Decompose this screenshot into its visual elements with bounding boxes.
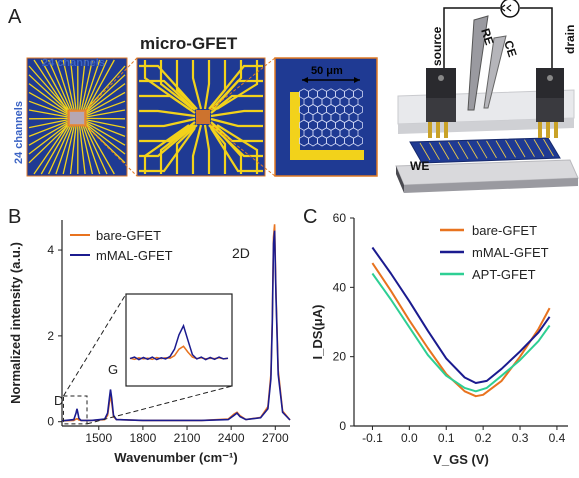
peak-label-d: D xyxy=(54,393,63,408)
zoom-line xyxy=(86,385,233,425)
peak-label-g: G xyxy=(108,362,118,377)
series-line xyxy=(371,246,551,384)
x-tick-label: 0.4 xyxy=(549,431,566,445)
x-tick-label: 0.1 xyxy=(438,431,455,445)
y-tick-label: 0 xyxy=(47,415,54,429)
we-label: WE xyxy=(410,159,429,173)
x-tick-label: 2400 xyxy=(218,431,245,445)
x-tick-label: 1500 xyxy=(85,431,112,445)
panel-c-letter: C xyxy=(303,206,318,228)
zoom-line xyxy=(63,293,127,397)
x-tick-label: -0.1 xyxy=(362,431,383,445)
device-schematic xyxy=(395,0,579,193)
x-tick-label: 1800 xyxy=(130,431,157,445)
zoom-line xyxy=(209,57,276,111)
y-tick-label: 4 xyxy=(47,243,54,257)
chip-full-view xyxy=(26,57,128,177)
inset-frame xyxy=(125,293,233,387)
chip-zoom-view xyxy=(136,57,266,177)
series-line xyxy=(371,262,551,398)
zoom-line xyxy=(85,125,138,177)
legend-label: APT-GFET xyxy=(472,267,536,282)
channels-top-label: 24 channels xyxy=(42,57,105,69)
zoom-box xyxy=(62,395,88,425)
ce-label: CE xyxy=(501,39,519,59)
x-tick-label: 2700 xyxy=(262,431,289,445)
y-axis-label: I_DS(μA) xyxy=(310,305,325,360)
drain-label: drain xyxy=(563,25,577,54)
raman-spectrum-chart: 1500 1800 2100 2400 2700 0 2 4 Wavenumber (cm⁻¹)… xyxy=(8,220,291,465)
x-tick-label: 0.3 xyxy=(512,431,529,445)
x-tick-label: 0.0 xyxy=(401,431,418,445)
panel-b-letter: B xyxy=(8,206,22,228)
legend-label: mMAL-GFET xyxy=(96,248,173,263)
legend-label: mMAL-GFET xyxy=(472,245,549,260)
y-axis-label: Normalized intensity (a.u.) xyxy=(8,242,23,404)
x-tick-label: 0.2 xyxy=(475,431,492,445)
zoom-line xyxy=(209,123,276,177)
inset-series-line xyxy=(129,323,229,361)
source-label: source xyxy=(430,26,444,66)
zoom-line xyxy=(85,57,138,111)
channels-side-label: 24 channels xyxy=(13,101,25,164)
series-line xyxy=(371,272,551,393)
y-tick-label: 0 xyxy=(339,419,346,433)
y-tick-label: 40 xyxy=(333,280,347,294)
scale-bar-label: 50 μm xyxy=(311,65,343,77)
panel-a-title: micro-GFET xyxy=(140,34,238,53)
panel-a-figure: 24 channels 24 channels 50 μm xyxy=(13,0,579,193)
y-tick-label: 20 xyxy=(333,350,347,364)
peak-label-2d: 2D xyxy=(232,245,250,261)
y-tick-label: 2 xyxy=(47,329,54,343)
series-line xyxy=(61,230,291,422)
x-axis-label: Wavenumber (cm⁻¹) xyxy=(114,450,237,465)
y-tick-label: 60 xyxy=(333,211,347,225)
x-tick-label: 2100 xyxy=(174,431,201,445)
re-label: RE xyxy=(478,27,496,47)
panel-a-letter: A xyxy=(8,6,22,28)
transfer-curve-chart: -0.1 0.0 0.1 0.2 0.3 0.4 0 20 40 60 V_GS (V) I_DS(μ… xyxy=(310,211,568,467)
legend-label: bare-GFET xyxy=(472,223,537,238)
legend-label: bare-GFET xyxy=(96,228,161,243)
graphene-closeup xyxy=(274,57,378,177)
x-axis-label: V_GS (V) xyxy=(433,452,489,467)
